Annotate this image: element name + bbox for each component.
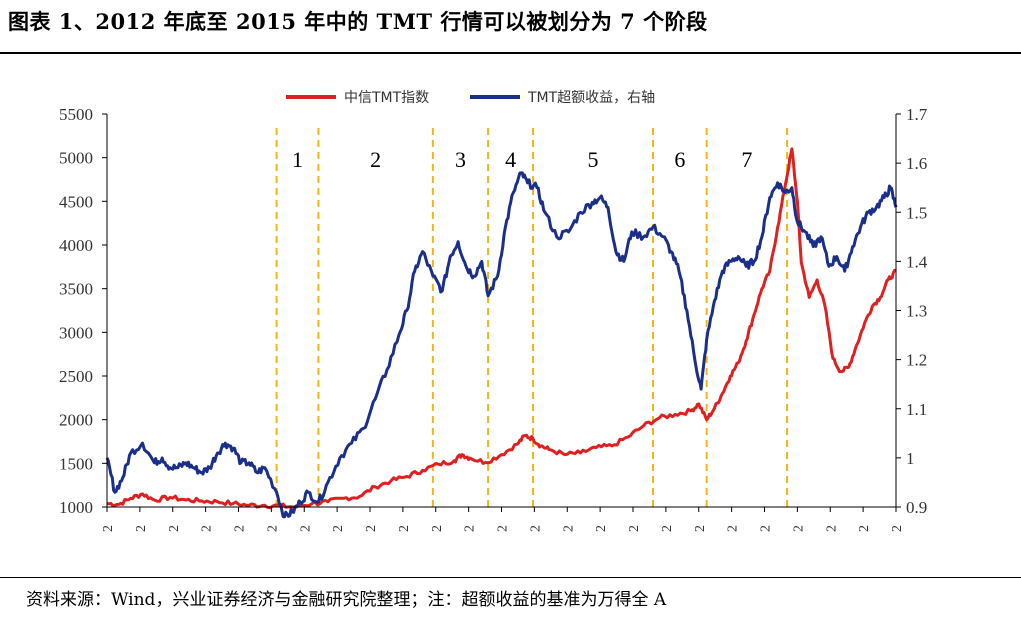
series-line-excess-return	[105, 171, 898, 519]
x-tick-label: 2	[791, 525, 806, 532]
x-tick-label: 2	[890, 525, 905, 532]
series-lines	[105, 147, 898, 519]
x-tick-label: 2	[397, 525, 412, 532]
x-tick-label: 2	[857, 525, 872, 532]
y-right-tick-label: 1.2	[906, 351, 927, 370]
x-tick-label: 2	[331, 525, 346, 532]
phase-label-7: 7	[741, 147, 752, 172]
y-right-tick-label: 1.5	[906, 203, 927, 222]
legend: 中信TMT指数 TMT超额收益，右轴	[286, 90, 655, 106]
phase-label-2: 2	[370, 147, 381, 172]
y-left-tick-label: 4000	[59, 236, 93, 255]
y-left-tick-label: 1500	[59, 454, 93, 473]
y-left-tick-label: 4500	[59, 192, 93, 211]
phase-labels: 1 2 3 4 5 6 7	[292, 147, 752, 172]
x-tick-label: 2	[660, 525, 675, 532]
y-left-tick-label: 3000	[59, 323, 93, 342]
x-tick-label: 2	[824, 525, 839, 532]
title-rule	[0, 52, 1021, 54]
phase-lines	[275, 128, 789, 507]
source-note: 资料来源：Wind，兴业证券经济与金融研究院整理；注：超额收益的基准为万得全 A	[26, 590, 667, 610]
x-tick-label: 2	[134, 525, 149, 532]
phase-label-3: 3	[455, 147, 466, 172]
y-left-ticks: 1000 1500 2000 2500 3000 3500 4000 4500 5000 5500	[59, 105, 107, 517]
legend-label-tmt-index: 中信TMT指数	[344, 90, 429, 106]
x-tick-label: 2	[298, 525, 313, 532]
x-tick-label: 2	[200, 525, 215, 532]
y-right-tick-label: 1	[906, 449, 915, 468]
phase-label-4: 4	[505, 147, 516, 172]
y-left-tick-label: 1000	[59, 498, 93, 517]
x-tick-label: 2	[233, 525, 248, 532]
y-left-tick-label: 5500	[59, 105, 93, 124]
x-tick-label: 2	[627, 525, 642, 532]
y-right-tick-label: 1.3	[906, 302, 927, 321]
phase-label-1: 1	[292, 147, 303, 172]
x-tick-label: 2	[430, 525, 445, 532]
legend-label-excess-return: TMT超额收益，右轴	[527, 90, 655, 106]
y-right-tick-label: 1.7	[906, 105, 928, 124]
phase-label-6: 6	[674, 147, 685, 172]
phase-label-5: 5	[588, 147, 599, 172]
y-left-tick-label: 5000	[59, 149, 93, 168]
y-right-ticks: 0.9 1 1.1 1.2 1.3 1.4 1.5 1.6 1.7	[896, 105, 928, 517]
x-tick-label: 2	[265, 525, 280, 532]
figure-title: 图表 1、2012 年底至 2015 年中的 TMT 行情可以被划分为 7 个阶…	[8, 9, 708, 34]
x-tick-label: 2	[364, 525, 379, 532]
x-tick-label: 2	[101, 525, 116, 532]
x-tick-label: 2	[759, 525, 774, 532]
chart: 中信TMT指数 TMT超额收益，右轴 1 2 3 4 5 6 7 1000 1500 2000 2…	[59, 90, 928, 532]
y-right-tick-label: 1.1	[906, 400, 927, 419]
y-right-tick-label: 1.4	[906, 252, 928, 271]
y-left-tick-label: 3500	[59, 280, 93, 299]
x-tick-label: 2	[594, 525, 609, 532]
x-ticks: 2 2 2 2 2 2 2 2 2 2 2 2 2 2 2 2 2 2 2 2 2 2 2 2 2	[101, 507, 905, 532]
x-tick-label: 2	[726, 525, 741, 532]
y-right-tick-label: 1.6	[906, 154, 927, 173]
x-tick-label: 2	[561, 525, 576, 532]
y-left-tick-label: 2000	[59, 411, 93, 430]
x-tick-label: 2	[496, 525, 511, 532]
x-tick-label: 2	[693, 525, 708, 532]
x-tick-label: 2	[463, 525, 478, 532]
x-tick-label: 2	[528, 525, 543, 532]
source-rule	[0, 577, 1021, 578]
y-right-tick-label: 0.9	[906, 498, 927, 517]
series-line-tmt-index	[106, 147, 897, 510]
y-left-tick-label: 2500	[59, 367, 93, 386]
x-tick-label: 2	[167, 525, 182, 532]
